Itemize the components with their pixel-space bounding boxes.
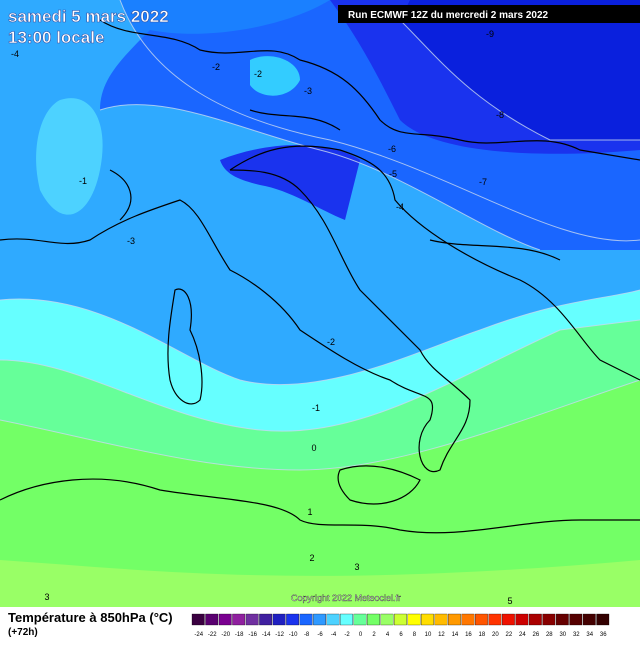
contour-label: 5 [507,596,512,606]
scale-label: -22 [208,632,217,638]
scale-label: 18 [479,632,486,638]
contour-label: -1 [312,403,320,413]
run-info: Run ECMWF 12Z du mercredi 2 mars 2022 [348,10,549,21]
scale-label: -24 [194,632,203,638]
scale-swatch [582,613,596,626]
scale-label: 4 [386,632,390,638]
scale-label: -2 [344,632,350,638]
scale-label: 16 [465,632,472,638]
forecast-time: 13:00 locale [8,28,104,47]
scale-label: 36 [600,632,607,638]
scale-swatch [380,613,394,626]
copyright: Copyright 2022 Meteociel.fr [291,593,401,603]
scale-label: 30 [559,632,566,638]
scale-swatch [367,613,380,626]
run-banner [338,5,640,23]
scale-swatch [218,613,232,626]
contour-label: -2 [254,69,262,79]
scale-swatch [407,613,421,626]
legend-subtitle: (+72h) [8,627,38,638]
contour-label: 3 [44,592,49,602]
scale-swatch [421,613,434,626]
scale-label: 0 [359,632,363,638]
scale-label: 14 [452,632,459,638]
scale-label: 28 [546,632,553,638]
legend-title: Température à 850hPa (°C) [8,610,173,625]
scale-swatch [353,613,367,626]
contour-label: -7 [479,177,487,187]
scale-swatch [461,613,475,626]
scale-swatch [299,613,313,626]
scale-swatch [340,613,353,626]
scale-swatch [515,613,529,626]
scale-label: 22 [506,632,513,638]
scale-swatch [542,613,556,626]
scale-swatch [488,613,502,626]
scale-swatch [232,613,246,626]
scale-label: -20 [221,632,230,638]
scale-label: -12 [275,632,284,638]
scale-swatch [259,613,273,626]
contour-label: 3 [354,562,359,572]
scale-label: 8 [413,632,417,638]
scale-label: 20 [492,632,499,638]
scale-swatch [245,613,259,626]
contour-label: -4 [11,49,19,59]
scale-label: 10 [425,632,432,638]
scale-swatch [501,613,515,626]
temperature-field [0,0,640,610]
contour-label: 2 [309,553,314,563]
scale-swatch [596,613,610,626]
scale-label: -14 [262,632,271,638]
scale-swatch [313,613,326,626]
contour-label: -9 [486,29,494,39]
scale-swatch [475,613,488,626]
contour-label: 1 [307,507,312,517]
contour-label: -5 [389,169,397,179]
coastlines [0,19,640,534]
scale-label: -4 [331,632,337,638]
contour-label: -8 [496,110,504,120]
scale-swatch [434,613,448,626]
scale-swatch [272,613,286,626]
scale-label: -8 [304,632,310,638]
scale-swatch [205,613,219,626]
scale-label: 34 [586,632,593,638]
contour-label: 0 [311,443,316,453]
contour-label: -1 [79,176,87,186]
scale-label: -18 [235,632,244,638]
scale-swatch [326,613,340,626]
scale-label: 26 [532,632,539,638]
scale-label: -6 [317,632,323,638]
scale-label: 12 [438,632,445,638]
scale-swatch [528,613,542,626]
scale-swatch [569,613,583,626]
contour-label: -4 [396,202,404,212]
contour-labels: -4 -2 -2 -3 -9 -8 -6 -5 -4 -7 -1 -3 -2 -1 0 1 2 3 3 5 [11,29,513,606]
color-scale: -24 -22 -20 -18 -16 -14 -12 -10 -8 -6 -4 -2 0 2 4 6 8 10 1… [191,613,610,638]
contour-label: -3 [127,236,135,246]
scale-swatch [191,613,205,626]
scale-swatch [448,613,461,626]
scale-label: -16 [248,632,257,638]
scale-swatch [286,613,300,626]
contour-label: -2 [212,62,220,72]
forecast-date: samedi 5 mars 2022 [8,7,169,26]
contour-label: -3 [304,86,312,96]
contour-label: -6 [388,144,396,154]
scale-label: 32 [573,632,580,638]
contour-label: -2 [327,337,335,347]
scale-swatch [555,613,569,626]
scale-label: 6 [399,632,403,638]
scale-label: 2 [372,632,376,638]
scale-label: -10 [289,632,298,638]
scale-label: 24 [519,632,526,638]
scale-swatch [394,613,407,626]
isotherms [0,0,640,471]
